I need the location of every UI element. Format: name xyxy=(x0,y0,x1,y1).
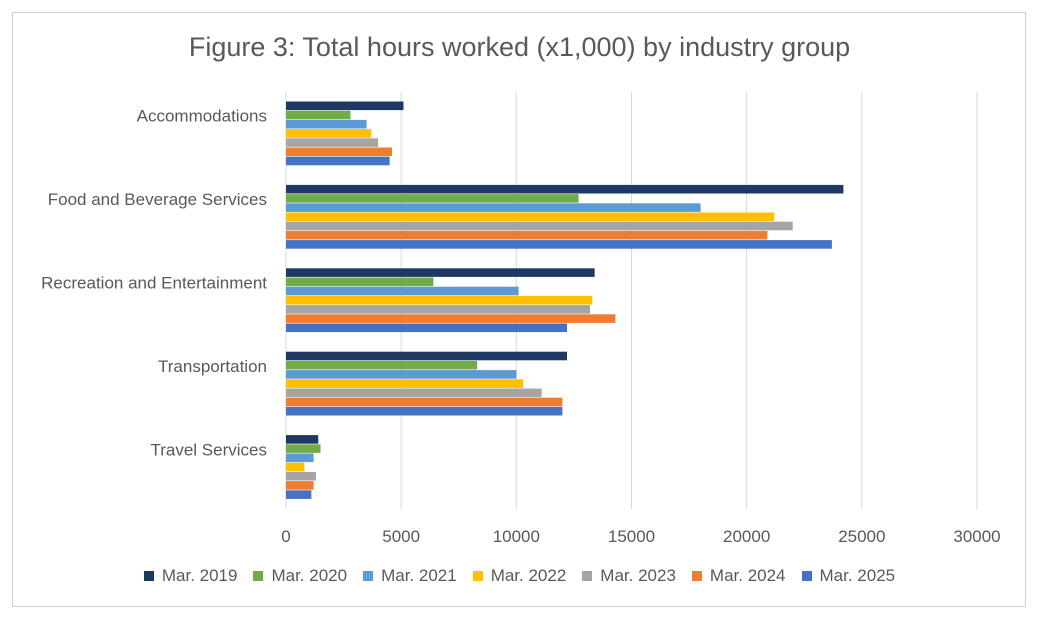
bar xyxy=(286,230,768,240)
bar xyxy=(286,268,595,277)
bar xyxy=(286,240,832,249)
category-label: Travel Services xyxy=(150,440,267,459)
bar xyxy=(286,129,372,138)
bar xyxy=(286,453,314,463)
bars xyxy=(286,101,844,499)
bar xyxy=(286,295,593,305)
legend-item: Mar. 2019 xyxy=(143,566,238,586)
bar xyxy=(286,286,519,296)
bar xyxy=(286,203,701,212)
bar xyxy=(286,221,793,231)
bar xyxy=(286,444,321,453)
bar xyxy=(286,119,367,129)
legend-label: Mar. 2021 xyxy=(381,566,457,585)
legend-swatch xyxy=(253,571,264,581)
bar xyxy=(286,490,312,499)
legend-swatch xyxy=(472,571,483,581)
bar xyxy=(286,379,524,388)
x-tick-label: 25000 xyxy=(838,527,885,546)
bar xyxy=(286,388,542,398)
bar xyxy=(286,101,404,111)
x-tick-label: 20000 xyxy=(723,527,770,546)
legend-swatch xyxy=(363,571,374,581)
bar xyxy=(286,184,844,194)
category-labels: Accommodations Food and Beverage Services… xyxy=(41,107,267,460)
legend-item: Mar. 2021 xyxy=(363,566,457,586)
bar xyxy=(286,314,616,323)
bar xyxy=(286,397,563,407)
x-tick-label: 30000 xyxy=(953,527,1000,546)
legend-label: Mar. 2023 xyxy=(600,566,676,585)
bar xyxy=(286,406,563,416)
x-tick-label: 15000 xyxy=(608,527,655,546)
bar xyxy=(286,212,775,222)
bar xyxy=(286,462,305,472)
x-tick-label: 0 xyxy=(281,527,290,546)
legend-swatch xyxy=(143,571,154,581)
bar xyxy=(286,194,579,203)
legend-item: Mar. 2024 xyxy=(691,566,786,586)
legend-swatch xyxy=(801,571,812,581)
bar xyxy=(286,305,591,314)
bar xyxy=(286,351,568,361)
bar xyxy=(286,110,351,120)
legend: Mar. 2019 Mar. 2020 Mar. 2021 Mar. 2022 Mar.… xyxy=(0,566,1039,586)
bar xyxy=(286,277,434,287)
legend-swatch xyxy=(691,571,702,581)
bar xyxy=(286,370,517,379)
x-tick-label: 5000 xyxy=(382,527,420,546)
bar xyxy=(286,147,392,157)
category-label: Accommodations xyxy=(137,107,267,126)
bar xyxy=(286,471,316,481)
bar xyxy=(286,138,379,147)
legend-item: Mar. 2025 xyxy=(801,566,896,586)
legend-label: Mar. 2022 xyxy=(490,566,567,585)
bar xyxy=(286,360,478,370)
legend-label: Mar. 2020 xyxy=(271,566,348,585)
category-label: Transportation xyxy=(158,357,267,376)
x-tick-labels: 0 5000 10000 15000 20000 25000 30000 xyxy=(281,527,1000,546)
category-label: Food and Beverage Services xyxy=(48,190,267,209)
bar xyxy=(286,323,568,333)
category-label: Recreation and Entertainment xyxy=(41,274,267,293)
legend-item: Mar. 2020 xyxy=(253,566,347,586)
legend-swatch xyxy=(582,571,593,581)
bar xyxy=(286,481,314,490)
legend-label: Mar. 2024 xyxy=(709,566,786,585)
legend-label: Mar. 2025 xyxy=(819,566,896,585)
legend-label: Mar. 2019 xyxy=(161,566,238,585)
legend-item: Mar. 2022 xyxy=(472,566,567,586)
chart-title: Figure 3: Total hours worked (x1,000) by… xyxy=(188,32,851,62)
x-tick-label: 10000 xyxy=(493,527,540,546)
bar xyxy=(286,156,390,166)
legend-item: Mar. 2023 xyxy=(582,566,676,586)
bar xyxy=(286,435,319,444)
